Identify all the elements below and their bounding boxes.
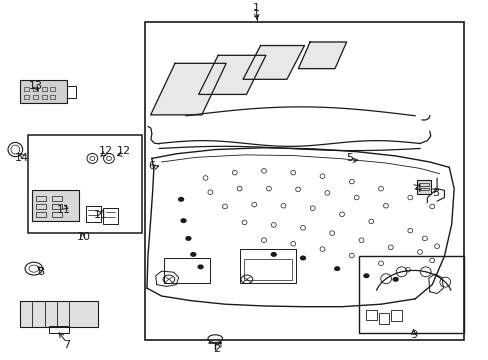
Text: 7: 7 xyxy=(63,340,70,350)
Bar xyxy=(49,326,69,333)
Circle shape xyxy=(271,253,276,256)
Text: 2: 2 xyxy=(213,344,220,354)
Bar xyxy=(36,197,45,202)
Bar xyxy=(416,180,430,194)
Text: 12: 12 xyxy=(98,146,112,156)
Circle shape xyxy=(181,219,185,222)
Bar xyxy=(358,256,463,333)
Bar xyxy=(33,95,38,99)
Circle shape xyxy=(190,253,195,256)
Text: 6: 6 xyxy=(148,161,155,171)
Bar xyxy=(418,188,428,190)
Polygon shape xyxy=(243,46,304,79)
Text: 14: 14 xyxy=(15,153,29,163)
Bar xyxy=(144,22,463,340)
Text: 13: 13 xyxy=(29,81,43,90)
Text: 8: 8 xyxy=(38,267,44,277)
Text: 9: 9 xyxy=(409,330,416,340)
Bar xyxy=(50,95,55,99)
Circle shape xyxy=(392,278,397,281)
Bar xyxy=(239,249,295,283)
Text: 4: 4 xyxy=(413,184,420,194)
FancyBboxPatch shape xyxy=(32,190,79,221)
Bar xyxy=(66,86,76,98)
Bar xyxy=(366,310,376,320)
Bar xyxy=(27,135,142,233)
Bar xyxy=(24,87,29,91)
Bar xyxy=(36,204,45,209)
Bar xyxy=(418,183,428,186)
Text: 12: 12 xyxy=(116,146,130,156)
Circle shape xyxy=(198,265,203,269)
Text: 11: 11 xyxy=(57,205,71,215)
Bar xyxy=(163,258,210,283)
Circle shape xyxy=(178,198,183,201)
Bar xyxy=(20,301,98,327)
Text: 1: 1 xyxy=(253,9,260,19)
Text: 10: 10 xyxy=(77,231,90,242)
Bar xyxy=(52,197,61,202)
Polygon shape xyxy=(150,63,226,115)
Bar xyxy=(41,95,46,99)
Bar xyxy=(52,212,61,217)
Circle shape xyxy=(185,237,190,240)
Bar xyxy=(33,87,38,91)
Polygon shape xyxy=(298,42,346,69)
Bar xyxy=(243,259,292,280)
Bar xyxy=(86,206,101,222)
Text: 3: 3 xyxy=(431,188,438,198)
Circle shape xyxy=(334,267,339,270)
Circle shape xyxy=(300,256,305,260)
Bar xyxy=(20,80,66,103)
Bar xyxy=(41,87,46,91)
Bar xyxy=(103,208,118,224)
Bar xyxy=(390,310,401,321)
Text: 1: 1 xyxy=(253,3,260,13)
Text: 5: 5 xyxy=(345,153,352,163)
Text: 11: 11 xyxy=(94,210,107,220)
Polygon shape xyxy=(198,55,265,94)
Bar xyxy=(50,87,55,91)
Bar xyxy=(378,313,388,324)
Bar xyxy=(52,204,61,209)
Circle shape xyxy=(363,274,368,278)
Bar xyxy=(36,212,45,217)
Bar xyxy=(24,95,29,99)
